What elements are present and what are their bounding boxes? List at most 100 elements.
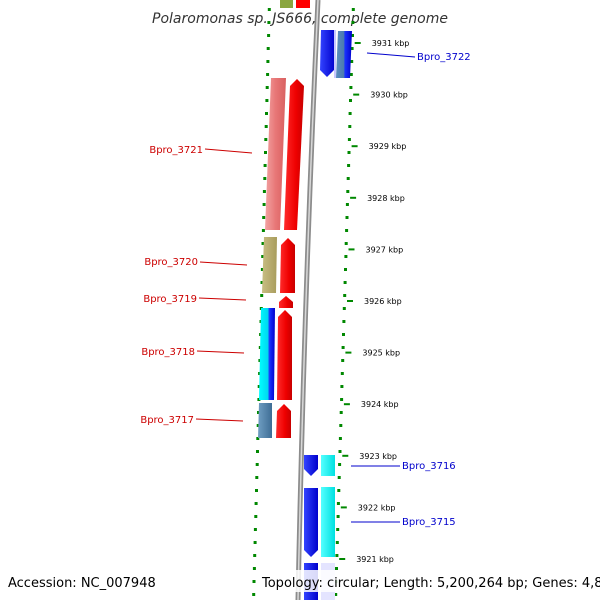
scale-tick xyxy=(347,300,353,302)
grid-dot xyxy=(260,281,264,284)
grid-dot xyxy=(265,86,269,89)
scale-tick-label: 3921 kbp xyxy=(356,555,394,564)
grid-dot xyxy=(252,593,256,596)
grid-dot xyxy=(267,8,271,11)
scale-tick xyxy=(345,351,352,354)
scale-tick xyxy=(348,248,355,251)
leader-bpro-3720 xyxy=(199,261,248,266)
grid-dot xyxy=(340,372,344,375)
grid-dot xyxy=(351,8,355,11)
feature-bpro-3720-arrow xyxy=(280,238,295,293)
feature-bpro-3715-arrow xyxy=(304,488,318,557)
scale-tick-label: 3924 kbp xyxy=(361,400,399,409)
grid-dot xyxy=(265,99,269,102)
grid-dot xyxy=(344,268,347,271)
grid-dot xyxy=(344,242,348,245)
grid-dot xyxy=(339,411,343,414)
grid-dot xyxy=(255,476,259,479)
grid-dot xyxy=(336,515,340,518)
genome-backbone-highlight xyxy=(297,0,319,600)
grid-dot xyxy=(260,268,264,271)
feature-bpro-3716-homolog xyxy=(321,455,335,476)
scale-tick xyxy=(350,196,357,199)
grid-dot xyxy=(262,216,266,219)
grid-dot xyxy=(335,567,338,570)
scale-tick xyxy=(354,42,361,44)
feature-bpro-3721-homolog xyxy=(265,78,286,230)
grid-dot xyxy=(261,229,265,232)
grid-dot xyxy=(334,593,338,596)
grid-dot xyxy=(349,86,353,89)
leader-bpro-3721 xyxy=(204,148,253,154)
feature-bpro-3718-arrow xyxy=(277,310,292,400)
grid-dot xyxy=(342,333,345,336)
feature-bpro-3718-homolog xyxy=(259,308,275,400)
grid-dot xyxy=(263,164,267,167)
label-bpro-3721[interactable]: Bpro_3721 xyxy=(149,145,203,156)
scale-tick-label: 3929 kbp xyxy=(369,142,407,151)
grid-dot xyxy=(267,21,271,24)
grid-dot xyxy=(261,242,265,245)
label-bpro-3717[interactable]: Bpro_3717 xyxy=(140,415,194,426)
feature-bpro-3719-arrow xyxy=(279,296,293,308)
label-bpro-3720[interactable]: Bpro_3720 xyxy=(144,257,198,268)
grid-dot xyxy=(341,346,345,349)
feature-bpro-3722-arrow xyxy=(320,30,335,77)
label-bpro-3715[interactable]: Bpro_3715 xyxy=(402,517,456,528)
grid-dot xyxy=(342,320,346,323)
grid-dot xyxy=(256,424,260,427)
scale-tick-label: 3928 kbp xyxy=(367,194,405,203)
feature-bpro-3720-homolog xyxy=(262,237,277,293)
grid-dot xyxy=(253,541,257,544)
grid-dot xyxy=(267,34,271,37)
grid-dot xyxy=(252,580,256,583)
scale-tick-label: 3925 kbp xyxy=(362,349,400,358)
feature-bpro-3722-homolog xyxy=(336,31,352,78)
grid-dot xyxy=(266,60,270,63)
grid-dot xyxy=(349,73,353,76)
grid-dot xyxy=(265,112,268,115)
grid-dot xyxy=(345,216,349,219)
grid-dot xyxy=(263,177,267,180)
scale-tick-label: 3931 kbp xyxy=(372,39,410,48)
scale-tick xyxy=(339,558,346,560)
grid-dot xyxy=(342,307,346,310)
grid-dot xyxy=(344,255,348,258)
leader-bpro-3718 xyxy=(196,350,245,354)
grid-dot xyxy=(264,138,268,141)
grid-dot xyxy=(253,554,257,557)
grid-dot xyxy=(266,47,270,50)
grid-dot xyxy=(343,294,347,297)
grid-dot xyxy=(336,528,340,531)
scale-tick xyxy=(340,506,347,509)
grid-dot xyxy=(254,515,258,518)
scale-tick-label: 3926 kbp xyxy=(364,297,402,306)
grid-dot xyxy=(257,398,261,401)
grid-dot xyxy=(347,151,351,154)
grid-dot xyxy=(347,138,351,141)
scale-tick xyxy=(351,145,358,148)
scale-tick-label: 3930 kbp xyxy=(370,91,408,100)
label-bpro-3716[interactable]: Bpro_3716 xyxy=(402,461,456,472)
grid-dot xyxy=(266,73,270,76)
grid-dot xyxy=(260,294,264,297)
feature-bpro-3721-arrow xyxy=(284,79,304,230)
grid-dot xyxy=(348,125,352,128)
feature-top-lavender xyxy=(334,30,336,78)
feature-top-olive xyxy=(280,0,293,8)
leader-bpro-3719 xyxy=(198,297,247,301)
grid-dot xyxy=(262,203,266,206)
grid-dot xyxy=(256,450,259,453)
grid-dot xyxy=(340,398,344,401)
label-bpro-3722[interactable]: Bpro_3722 xyxy=(417,52,471,63)
grid-dot xyxy=(254,502,258,505)
grid-dot xyxy=(347,164,351,167)
footer-topology-bg xyxy=(258,570,596,592)
grid-line-left xyxy=(252,8,271,596)
grid-dot xyxy=(253,528,257,531)
label-bpro-3719[interactable]: Bpro_3719 xyxy=(143,294,197,305)
label-bpro-3718[interactable]: Bpro_3718 xyxy=(141,347,195,358)
grid-dot xyxy=(351,34,354,37)
grid-dot xyxy=(348,112,352,115)
